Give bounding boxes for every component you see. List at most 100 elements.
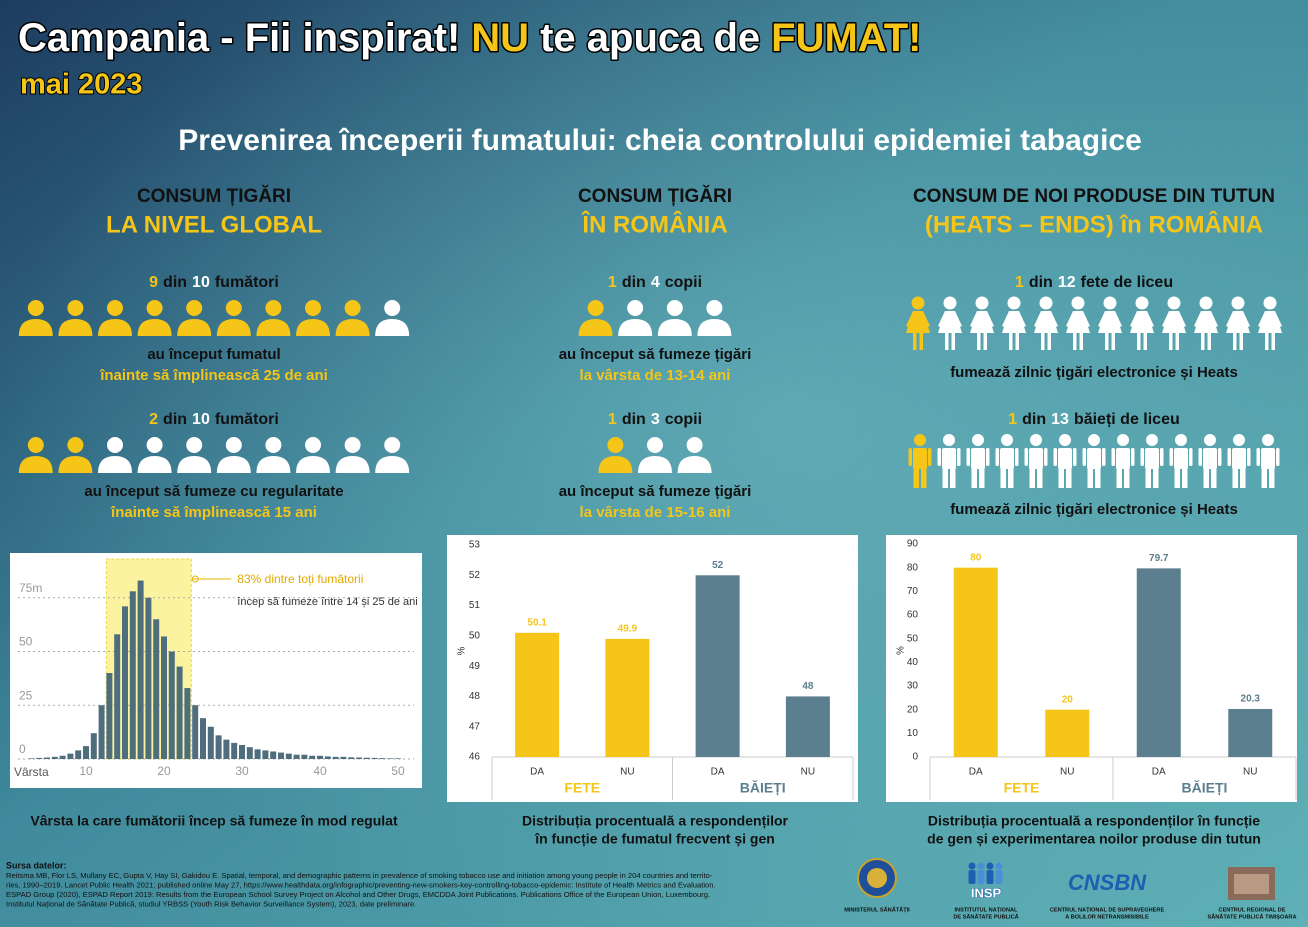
logo-label: INSTITUTUL NAȚIONAL (955, 907, 1019, 913)
icon-part (1029, 448, 1043, 469)
icon-part (18, 319, 53, 336)
value-label: 48 (802, 681, 814, 692)
chart-caption: Distribuția procentuală a respondenților… (928, 813, 1260, 829)
icon-part (1015, 332, 1019, 350)
icon-part (1017, 311, 1026, 327)
icon-part (216, 319, 251, 336)
icon-boy (1053, 434, 1077, 488)
stat-text: fumează zilnic țigări electronice și Hea… (950, 364, 1238, 381)
icon-part (677, 456, 712, 473)
logo-label: SĂNĂTATE PUBLICĂ TIMIȘOARA (1208, 913, 1297, 920)
icon-bust (177, 300, 212, 336)
icon-part (1111, 332, 1115, 350)
x-tick-label: 40 (313, 764, 327, 778)
histogram-bar (122, 606, 128, 759)
icon-girl (1034, 296, 1058, 350)
icon-part (1175, 332, 1179, 350)
icon-part (256, 319, 291, 336)
annotation-dot (191, 575, 199, 583)
histogram-bar (395, 758, 401, 759)
icon-part (1201, 332, 1205, 350)
stat-text: au început fumatul (147, 346, 280, 363)
histogram-bar (145, 597, 152, 759)
y-tick-label: 47 (469, 721, 481, 732)
histogram-bar (246, 747, 253, 759)
icon-boy (1227, 434, 1251, 488)
x-tick-label: 20 (157, 764, 171, 778)
x-axis-label: Vârsta (14, 765, 49, 779)
histogram-bar (356, 757, 362, 759)
icon-part (937, 448, 941, 466)
sources-title: Sursa datelor: (6, 860, 67, 870)
icon-girl (970, 296, 994, 350)
stat-text: fumează zilnic țigări electronice și Hea… (950, 501, 1238, 518)
icon-girl (1226, 296, 1250, 350)
logo-mark: INSP (971, 885, 1002, 900)
stat-unit: băieți de liceu (1074, 411, 1180, 428)
x-tick-label: NU (801, 767, 815, 778)
icon-part (1199, 296, 1213, 310)
bar (785, 696, 830, 757)
icon-bust (58, 300, 93, 336)
stat-heading: 2 din 10 fumători (149, 411, 279, 428)
icon-part (977, 332, 981, 350)
x-tick-label: DA (530, 767, 544, 778)
icon-bust (375, 300, 410, 336)
stat-heading: 1 din 3 copii (608, 411, 702, 428)
icon-part (1194, 311, 1203, 327)
icon-part (1247, 448, 1251, 466)
icon-part (186, 437, 203, 453)
icon-part (911, 296, 925, 310)
x-tick-label: 50 (391, 764, 405, 778)
icon-part (1209, 311, 1218, 327)
icon-part (18, 456, 53, 473)
logo-label: MINISTERUL SĂNĂTĂȚII (844, 906, 910, 913)
y-tick-label: 51 (469, 600, 481, 611)
chart-caption: în funcție de fumatul frecvent și gen (534, 831, 775, 847)
icon-part (1111, 448, 1115, 466)
icon-part (618, 319, 653, 336)
stat-n: 1 (1015, 274, 1024, 291)
icon-part (1262, 434, 1274, 446)
histogram-bar (83, 746, 89, 759)
icon-part (919, 332, 923, 350)
icon-part (1009, 332, 1013, 350)
histogram-bar (254, 749, 261, 759)
icon-part (177, 456, 212, 473)
icon-part (1271, 332, 1275, 350)
icon-part (1007, 296, 1021, 310)
histogram-bar (340, 756, 347, 759)
histogram-bar (293, 754, 300, 759)
icon-part (953, 311, 962, 327)
icon-part (1029, 467, 1035, 488)
icon-part (638, 456, 672, 473)
icon-girl (1162, 296, 1186, 350)
icon-part (970, 311, 979, 327)
icon-part (58, 319, 93, 336)
icon-part (587, 300, 604, 316)
stat-text: au început să fumeze țigări (559, 483, 752, 500)
icon-part (913, 332, 917, 350)
y-tick-label: 30 (907, 681, 919, 692)
histogram-bar (285, 753, 292, 759)
icon-part (1034, 311, 1043, 327)
icon-part (1169, 332, 1173, 350)
icon-bust (375, 437, 410, 473)
icon-part (1143, 332, 1147, 350)
icon-girl (938, 296, 962, 350)
y-tick-label: 25 (19, 688, 33, 702)
icon-bust (296, 437, 330, 473)
icon-part (966, 448, 970, 466)
icon-bust (618, 300, 653, 336)
y-tick-label: 52 (469, 570, 481, 581)
y-tick-label: 90 (907, 539, 919, 550)
histogram-bar (28, 758, 35, 759)
title: Campania - Fii inspirat! NU te apuca de FUM… (18, 16, 921, 60)
logo-figure (968, 870, 976, 884)
y-tick-label: 70 (907, 586, 919, 597)
icon-part (706, 300, 723, 316)
histogram-bar (239, 745, 245, 759)
title-part: FUMAT! (771, 16, 921, 60)
icon-part (296, 319, 330, 336)
bar (1045, 709, 1090, 757)
